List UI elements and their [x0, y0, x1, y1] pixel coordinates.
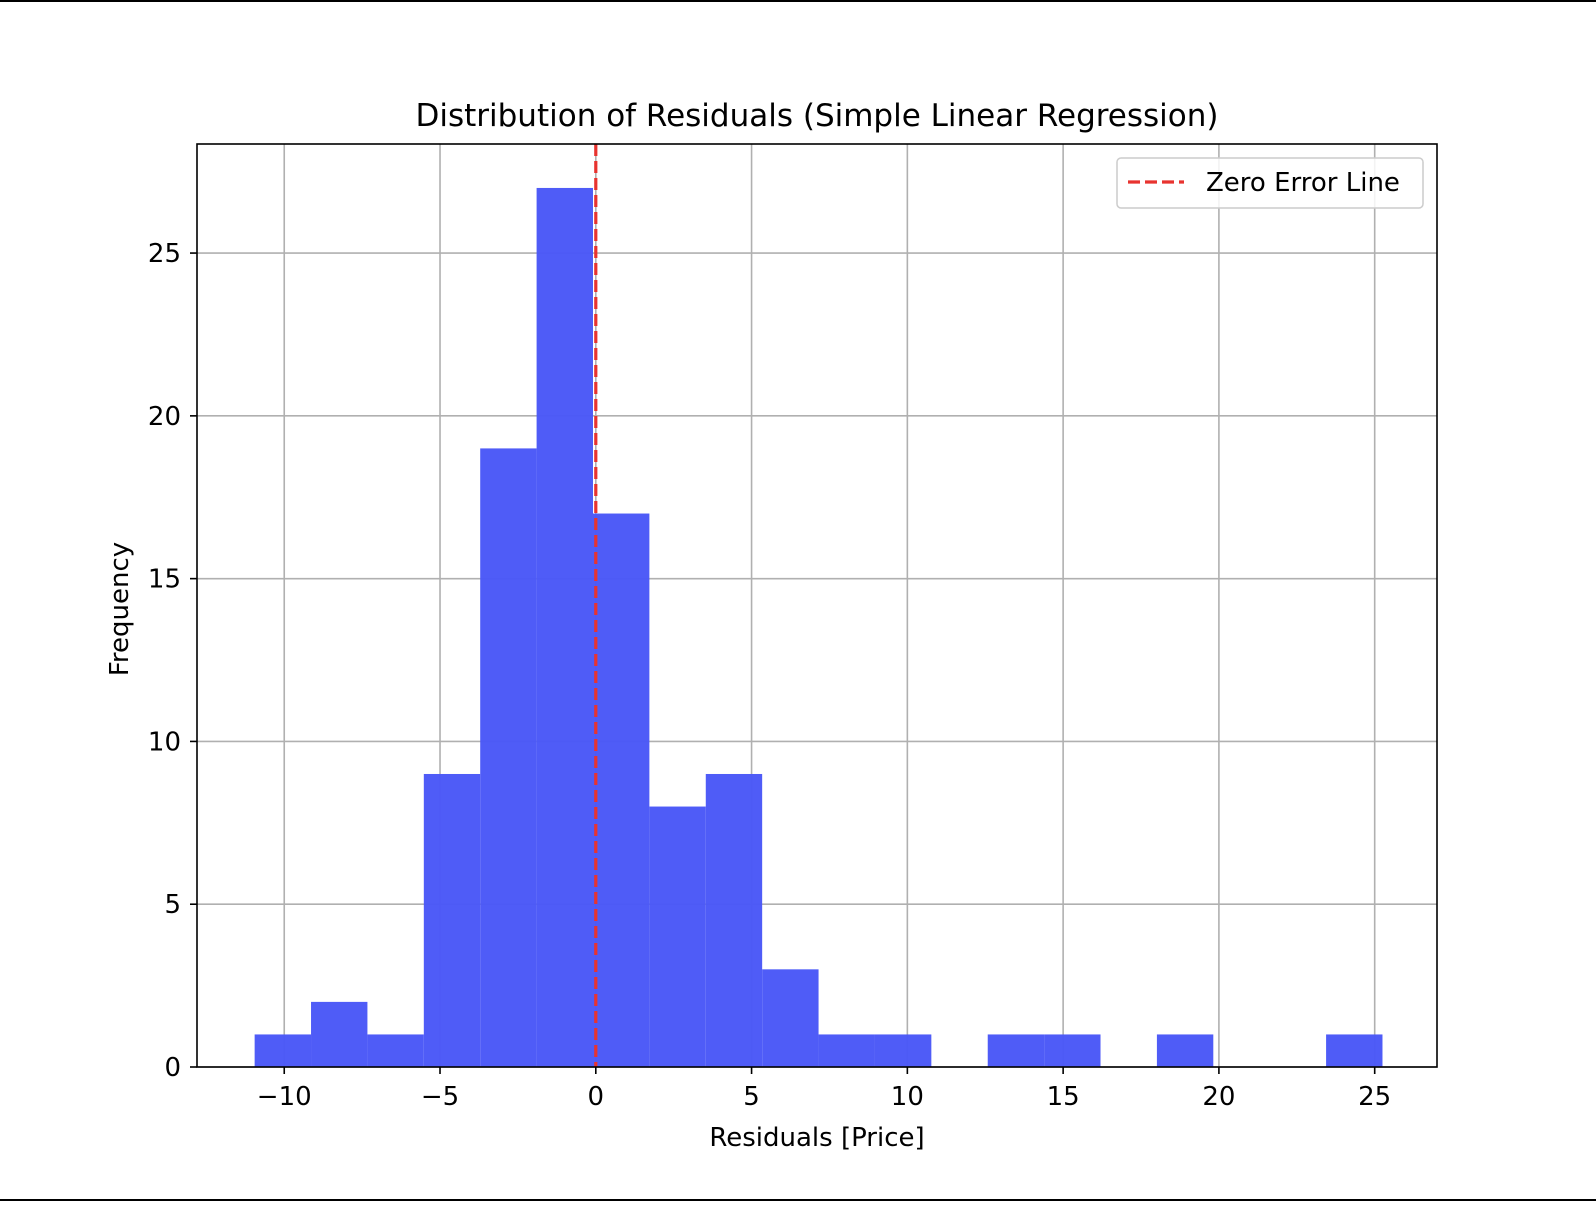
y-axis-ticks: 0 5 10 15 20 25 [148, 239, 197, 1083]
histogram-bar [367, 1034, 424, 1067]
x-axis-label: Residuals [Price] [709, 1123, 924, 1153]
y-axis-label: Frequency [105, 542, 135, 676]
grid-lines [197, 144, 1437, 1068]
x-tick-label: 20 [1202, 1082, 1235, 1112]
chart-title: Distribution of Residuals (Simple Linear… [415, 98, 1218, 134]
y-tick-label: 25 [148, 239, 181, 269]
histogram-bar [311, 1001, 368, 1067]
x-tick-label: 15 [1047, 1082, 1080, 1112]
x-tick-label: −10 [257, 1082, 312, 1112]
x-tick-label: 25 [1358, 1082, 1391, 1112]
x-tick-label: 0 [588, 1082, 605, 1112]
histogram-bar [649, 806, 706, 1067]
legend: Zero Error Line [1116, 157, 1424, 209]
x-axis-ticks: −10 −5 0 5 10 15 20 25 [257, 1067, 1391, 1112]
histogram-bar [762, 969, 819, 1067]
histogram-bars [254, 187, 1383, 1067]
y-tick-label: 0 [164, 1053, 181, 1083]
histogram-bar [874, 1034, 932, 1067]
plot-area-frame [196, 143, 1438, 1068]
x-tick-label: 5 [743, 1082, 760, 1112]
x-tick-label: 10 [891, 1082, 924, 1112]
histogram-bar [1044, 1034, 1101, 1067]
histogram-bar [1326, 1034, 1383, 1067]
histogram-bar [480, 448, 537, 1067]
x-tick-label: −5 [421, 1082, 459, 1112]
y-tick-label: 20 [148, 402, 181, 432]
legend-box [1116, 157, 1424, 209]
histogram-bar [592, 513, 650, 1067]
y-tick-label: 10 [148, 727, 181, 757]
y-tick-label: 15 [148, 565, 181, 595]
y-tick-label: 5 [164, 890, 181, 920]
histogram-bar [818, 1034, 875, 1067]
histogram-bar [536, 187, 593, 1067]
histogram-bar [1156, 1034, 1214, 1067]
histogram-bar [423, 773, 481, 1067]
histogram-bar [705, 773, 763, 1067]
histogram-bar [254, 1034, 312, 1067]
histogram-bar [987, 1034, 1045, 1067]
legend-label-zero-error-line: Zero Error Line [1206, 168, 1400, 198]
